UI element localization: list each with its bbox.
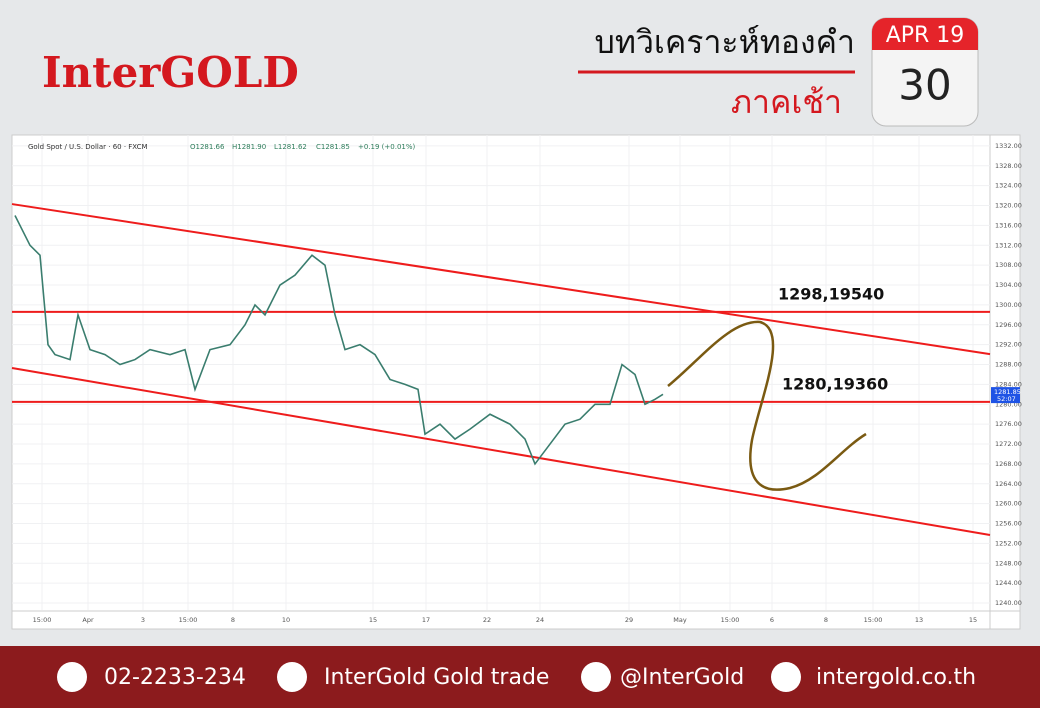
y-tick-label: 1288.00 xyxy=(995,361,1022,369)
footer-phone: 02-2233-234 xyxy=(104,665,246,690)
x-tick-label: 15:00 xyxy=(864,616,883,624)
y-tick-label: 1296.00 xyxy=(995,321,1022,329)
y-tick-label: 1300.00 xyxy=(995,301,1022,309)
ohlc-value: C1281.85 xyxy=(316,143,350,151)
level-label: 1280,19360 xyxy=(782,374,888,393)
y-tick-label: 1240.00 xyxy=(995,599,1022,607)
y-tick-label: 1276.00 xyxy=(995,420,1022,428)
brand: InterGOLD xyxy=(42,48,299,97)
level-label: 1298,19540 xyxy=(778,284,884,303)
x-tick-label: 13 xyxy=(915,616,923,624)
y-tick-label: 1324.00 xyxy=(995,182,1022,190)
chart: 1240.00 1244.00 1248.00 1252.00 1256.00 1260.… xyxy=(11,135,1022,629)
x-tick-label: 8 xyxy=(824,616,828,624)
calendar-day: 30 xyxy=(898,61,951,110)
x-tick-label: Apr xyxy=(82,616,94,624)
y-tick-label: 1284.00 xyxy=(995,380,1022,388)
x-tick-label: 15:00 xyxy=(33,616,52,624)
calendar-top xyxy=(872,18,978,50)
line-icon xyxy=(581,662,611,692)
y-tick-label: 1320.00 xyxy=(995,202,1022,210)
x-tick-label: 3 xyxy=(141,616,145,624)
y-tick-label: 1248.00 xyxy=(995,559,1022,567)
y-tick-label: 1328.00 xyxy=(995,162,1022,170)
x-tick-label: 17 xyxy=(422,616,430,624)
countdown: 52:07 xyxy=(997,395,1016,403)
x-tick-label: 8 xyxy=(231,616,235,624)
last-price-label: 1281.85 xyxy=(994,388,1021,396)
heading: บทวิเคราะห์ทองคำ xyxy=(595,23,855,61)
x-tick-label: 22 xyxy=(483,616,491,624)
y-tick-label: 1272.00 xyxy=(995,440,1022,448)
y-tick-label: 1312.00 xyxy=(995,241,1022,249)
x-tick-label: 15 xyxy=(369,616,377,624)
x-tick-label: 29 xyxy=(625,616,633,624)
x-tick-label: May xyxy=(673,616,687,624)
x-tick-label: 15:00 xyxy=(721,616,740,624)
footer-bar xyxy=(0,646,1040,708)
y-tick-label: 1260.00 xyxy=(995,500,1022,508)
trendline xyxy=(11,367,991,536)
y-tick-label: 1280.00 xyxy=(995,400,1022,408)
facebook-icon xyxy=(277,662,307,692)
ohlc-value: O1281.66 xyxy=(190,143,225,151)
footer-line: @InterGold xyxy=(620,665,744,690)
y-tick-label: 1268.00 xyxy=(995,460,1022,468)
price-line xyxy=(14,215,664,466)
chart-title: Gold Spot / U.S. Dollar · 60 · FXCM xyxy=(28,143,148,151)
x-tick-label: 10 xyxy=(282,616,290,624)
y-tick-label: 1308.00 xyxy=(995,261,1022,269)
web-icon xyxy=(771,662,801,692)
last-price-box xyxy=(991,387,1020,404)
y-tick-label: 1252.00 xyxy=(995,539,1022,547)
y-tick-label: 1304.00 xyxy=(995,281,1022,289)
y-tick-label: 1332.00 xyxy=(995,142,1022,150)
x-tick-label: 15:00 xyxy=(179,616,198,624)
trendline xyxy=(11,203,991,356)
x-tick-label: 15 xyxy=(969,616,977,624)
change: +0.19 (+0.01%) xyxy=(358,143,416,151)
y-tick-label: 1264.00 xyxy=(995,480,1022,488)
y-tick-label: 1244.00 xyxy=(995,579,1022,587)
forecast-path xyxy=(667,320,867,491)
x-tick-label: 24 xyxy=(536,616,544,624)
y-tick-label: 1292.00 xyxy=(995,341,1022,349)
phone-icon xyxy=(57,662,87,692)
y-tick-label: 1256.00 xyxy=(995,520,1022,528)
y-tick-label: 1316.00 xyxy=(995,221,1022,229)
ohlc-value: H1281.90 xyxy=(232,143,266,151)
calendar-month: APR 19 xyxy=(886,23,965,48)
chart-panel xyxy=(11,134,1021,630)
footer-web: intergold.co.th xyxy=(816,665,976,690)
session: ภาคเช้า xyxy=(731,83,842,121)
x-tick-label: 6 xyxy=(770,616,774,624)
footer-facebook: InterGold Gold trade xyxy=(324,665,549,690)
ohlc-value: L1281.62 xyxy=(274,143,307,151)
